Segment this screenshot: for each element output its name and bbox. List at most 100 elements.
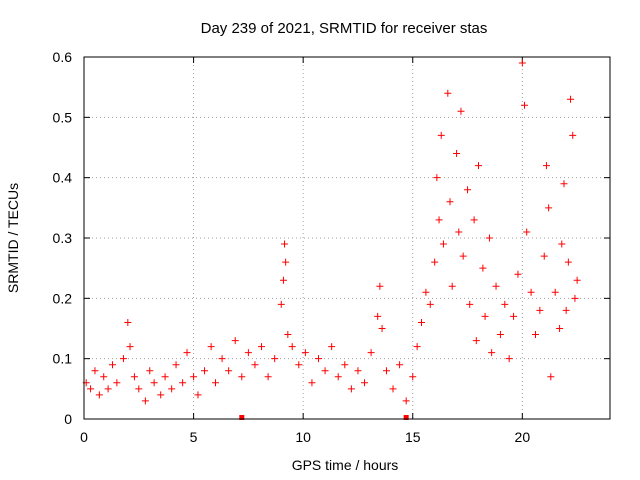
data-point — [146, 367, 154, 375]
data-point — [108, 361, 116, 369]
data-point — [558, 240, 566, 248]
data-point — [179, 379, 187, 387]
data-point — [374, 312, 382, 320]
data-point — [573, 276, 581, 284]
data-point — [426, 300, 434, 308]
data-point — [481, 312, 489, 320]
data-point — [542, 162, 550, 170]
data-point — [315, 355, 323, 363]
data-point — [485, 234, 493, 242]
data-point — [435, 216, 443, 224]
x-tick-label: 10 — [295, 429, 311, 445]
data-point — [444, 89, 452, 97]
y-tick-label: 0.5 — [53, 109, 73, 125]
data-point — [100, 373, 108, 381]
data-point — [354, 367, 362, 375]
data-point — [258, 343, 266, 351]
data-point — [279, 276, 287, 284]
data-point — [91, 367, 99, 375]
data-point — [281, 240, 289, 248]
data-point — [459, 252, 467, 260]
data-point — [367, 349, 375, 357]
data-point — [531, 331, 539, 339]
data-point — [402, 397, 410, 405]
data-point — [126, 343, 134, 351]
data-point — [464, 186, 472, 194]
data-point — [150, 379, 158, 387]
data-point — [505, 355, 513, 363]
data-point — [376, 282, 384, 290]
data-point — [540, 252, 548, 260]
data-point — [161, 373, 169, 381]
x-tick-label: 5 — [190, 429, 198, 445]
data-point — [418, 318, 426, 326]
data-point — [238, 373, 246, 381]
data-point — [225, 367, 233, 375]
data-point — [547, 373, 555, 381]
data-point — [564, 258, 572, 266]
data-point — [523, 228, 531, 236]
data-point — [321, 367, 329, 375]
data-point — [556, 325, 564, 332]
data-point — [571, 294, 579, 302]
x-axis-label: GPS time / hours — [292, 457, 399, 473]
data-point — [389, 385, 397, 393]
axis-ticks: 0 5 10 15 20 0 0.1 0.2 0.3 0.4 0.5 0.6 — [53, 49, 610, 445]
data-point — [545, 204, 553, 212]
y-tick-label: 0 — [64, 411, 72, 427]
data-point — [244, 349, 252, 357]
data-point — [95, 391, 103, 399]
data-point — [113, 379, 121, 387]
data-point — [183, 349, 191, 357]
data-point — [569, 131, 577, 139]
y-tick-label: 0.1 — [53, 351, 73, 367]
chart-title: Day 239 of 2021, SRMTID for receiver sta… — [201, 20, 488, 37]
data-point — [396, 361, 404, 369]
data-point — [328, 343, 336, 351]
data-point — [231, 337, 239, 345]
data-point — [218, 355, 226, 363]
grid-lines — [84, 57, 610, 419]
data-point — [521, 101, 529, 109]
data-point — [201, 367, 209, 375]
data-point — [130, 373, 138, 381]
data-point — [479, 264, 487, 272]
data-point — [361, 379, 369, 387]
data-point — [172, 361, 180, 369]
y-tick-label: 0.2 — [53, 290, 73, 306]
data-point — [301, 349, 309, 357]
data-point — [135, 385, 143, 393]
data-point — [431, 258, 439, 266]
plot-frame — [83, 56, 611, 420]
data-point — [141, 397, 149, 405]
data-point — [470, 216, 478, 224]
data-point — [382, 367, 390, 375]
y-axis-label: SRMTID / TECUs — [5, 183, 21, 293]
data-point — [347, 385, 355, 393]
y-tick-label: 0.4 — [53, 170, 73, 186]
data-point — [277, 300, 285, 308]
data-point — [562, 306, 570, 314]
data-point — [264, 373, 272, 381]
data-point — [168, 385, 176, 393]
data-point — [560, 180, 568, 188]
data-point — [527, 288, 535, 296]
data-point — [475, 162, 482, 170]
data-point — [453, 150, 461, 158]
data-point — [157, 391, 165, 399]
data-point — [119, 355, 127, 363]
data-point — [472, 337, 480, 345]
data-series-stas — [82, 59, 581, 420]
x-tick-label: 0 — [80, 429, 88, 445]
data-point — [124, 318, 132, 326]
data-point — [488, 349, 496, 357]
y-tick-label: 0.6 — [53, 49, 73, 65]
data-point — [288, 343, 296, 351]
data-point — [212, 379, 219, 387]
data-point — [334, 373, 342, 381]
data-point — [271, 355, 279, 363]
x-tick-label: 20 — [515, 429, 531, 445]
data-point — [439, 240, 447, 248]
data-point — [104, 385, 112, 393]
